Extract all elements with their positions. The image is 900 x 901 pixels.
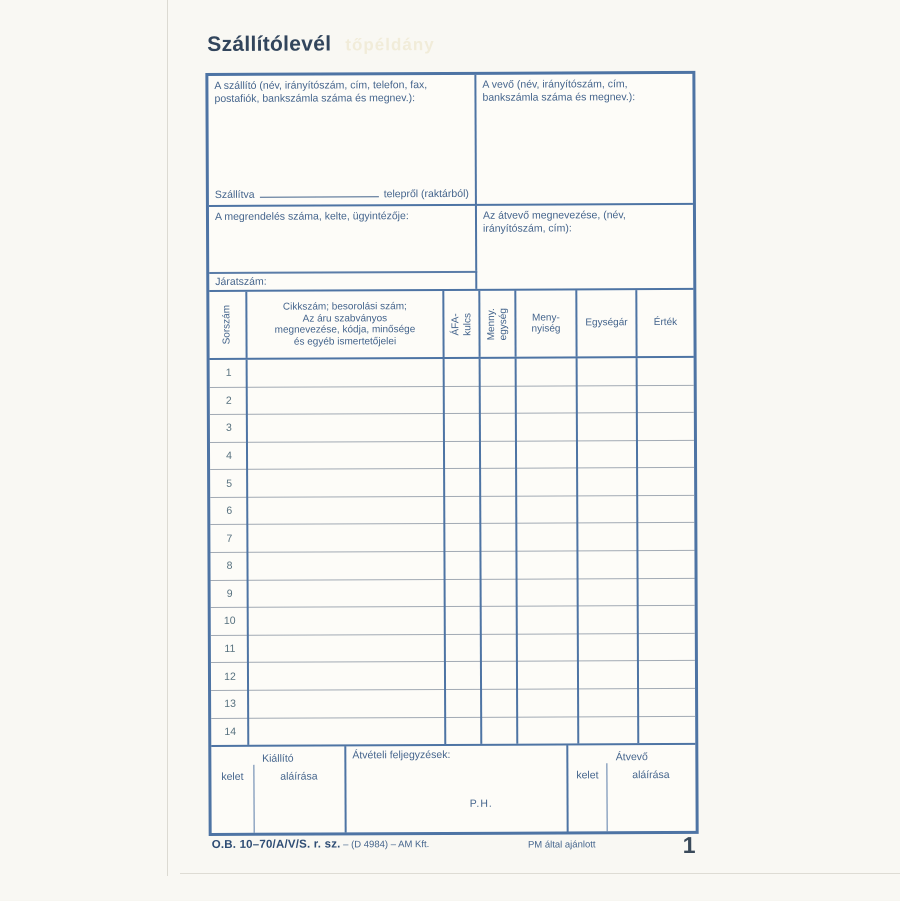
receiver-signature-box: Átvevő kelet aláírása — [568, 745, 695, 832]
receipt-notes-box: Átvételi feljegyzések: P.H. — [346, 745, 569, 833]
col-header-unit: Menny. egység — [480, 290, 517, 357]
col-header-serial-label: Sorszám — [221, 305, 233, 345]
row-number: 3 — [225, 422, 232, 435]
recommended-by-label: PM által ajánlott — [527, 839, 596, 851]
route-number-box: Járatszám: — [209, 270, 478, 291]
col-header-value-label: Érték — [653, 317, 678, 329]
receipt-notes-label: Átvételi feljegyzések: — [352, 748, 451, 762]
table-row: 12 — [210, 661, 696, 691]
issuer-signature-label: aláírása — [280, 770, 318, 783]
row-number: 4 — [226, 449, 232, 462]
col-header-vat-label: ÁFA- kulcs — [449, 312, 473, 336]
delivery-note-form: A szállító (név, irányítószám, cím, tele… — [205, 70, 699, 837]
row-number: 14 — [224, 725, 237, 738]
page-title: Szállítólevél — [207, 32, 332, 57]
row-number: 2 — [225, 394, 232, 407]
table-rows: 1 2 3 4 5 6 7 8 9 10 11 12 13 14 — [209, 357, 696, 745]
row-number: 12 — [224, 670, 236, 683]
table-row: 13 — [211, 688, 696, 719]
table-row: 10 — [210, 606, 695, 636]
col-header-vat: ÁFA- kulcs — [444, 290, 481, 357]
shipped-suffix-label: telepről (raktárból) — [383, 187, 469, 201]
row-number: 11 — [224, 642, 236, 656]
col-header-item: Cikkszám; besorolási szám; Az áru szabvá… — [247, 290, 445, 358]
col-header-serial: Sorszám — [209, 291, 248, 359]
row-number: 7 — [226, 532, 233, 545]
order-box: A megrendelés száma, kelte, ügyintézője: — [208, 205, 478, 273]
table-row: 3 — [209, 413, 694, 443]
table-row: 11 — [210, 633, 695, 664]
signature-strip: Kiállító kelet aláírása Átvételi feljegy… — [211, 742, 696, 833]
row-number: 13 — [224, 698, 236, 711]
col-header-value: Érték — [637, 290, 693, 356]
table-row: 2 — [209, 385, 694, 416]
row-number: 5 — [226, 477, 233, 490]
copy-number: 1 — [682, 831, 696, 858]
supplier-box: A szállító (név, irányítószám, cím, tele… — [208, 74, 477, 208]
receiver-label: Az átvevő megnevezése, (név, irányítószá… — [482, 209, 626, 235]
table-row: 1 — [209, 357, 694, 388]
table-row: 6 — [210, 495, 695, 526]
form-number-bold: O.B. 10–70/A/V/S. r. sz. — [211, 838, 341, 851]
table-row: 7 — [210, 523, 695, 554]
issuer-signature-box: Kiállító kelet aláírása — [211, 746, 347, 833]
col-header-item-label: Cikkszám; besorolási szám; Az áru szabvá… — [274, 301, 416, 348]
shipped-from-line: Szállítva telepről (raktárból) — [215, 187, 469, 201]
receiver-date-label: kelet — [576, 769, 599, 782]
receiver-box: Az átvevő megnevezése, (név, irányítószá… — [477, 205, 693, 289]
title-row: Szállítólevél tőpéldány — [207, 32, 435, 57]
table-row: 14 — [211, 716, 695, 745]
row-number: 1 — [225, 367, 232, 380]
buyer-box: A vevő (név, irányítószám, cím, bankszám… — [476, 73, 693, 206]
receiver-title: Átvevő — [615, 751, 648, 764]
row-number: 9 — [226, 587, 233, 600]
row-number: 10 — [223, 615, 236, 628]
receiver-signature-label: aláírása — [632, 768, 670, 782]
col-header-unit-label: Menny. egység — [485, 307, 509, 340]
copy-watermark: tőpéldány — [345, 35, 435, 55]
paper-edge-bottom — [180, 873, 900, 874]
buyer-label: A vevő (név, irányítószám, cím, bankszám… — [482, 78, 636, 104]
col-header-qty: Meny- nyiség — [516, 290, 578, 357]
row-number: 8 — [226, 560, 233, 573]
order-label: A megrendelés száma, kelte, ügyintézője: — [214, 210, 409, 223]
col-header-unit-price: Egységár — [577, 290, 638, 357]
col-header-qty-label: Meny- nyiség — [531, 311, 561, 335]
table-row: 8 — [210, 550, 695, 581]
table-row: 9 — [210, 578, 695, 609]
shipped-prefix-label: Szállítva — [214, 188, 255, 201]
table-header: Sorszám Cikkszám; besorolási szám; Az ár… — [209, 287, 694, 361]
form-number: O.B. 10–70/A/V/S. r. sz. – (D 4984) – AM… — [212, 838, 430, 851]
supplier-label: A szállító (név, irányítószám, cím, tele… — [214, 79, 428, 106]
table-row: 4 — [209, 440, 695, 471]
shipped-fill-line — [259, 187, 379, 198]
form-number-regular: – (D 4984) – AM Kft. — [340, 839, 430, 851]
issuer-date-label: kelet — [221, 770, 244, 783]
issuer-title: Kiállító — [262, 752, 294, 765]
table-row: 5 — [210, 468, 695, 498]
col-header-unit-price-label: Egységár — [585, 317, 628, 329]
stamp-placeholder: P.H. — [469, 797, 493, 810]
row-number: 6 — [226, 505, 233, 518]
paper-edge-left — [167, 0, 168, 876]
